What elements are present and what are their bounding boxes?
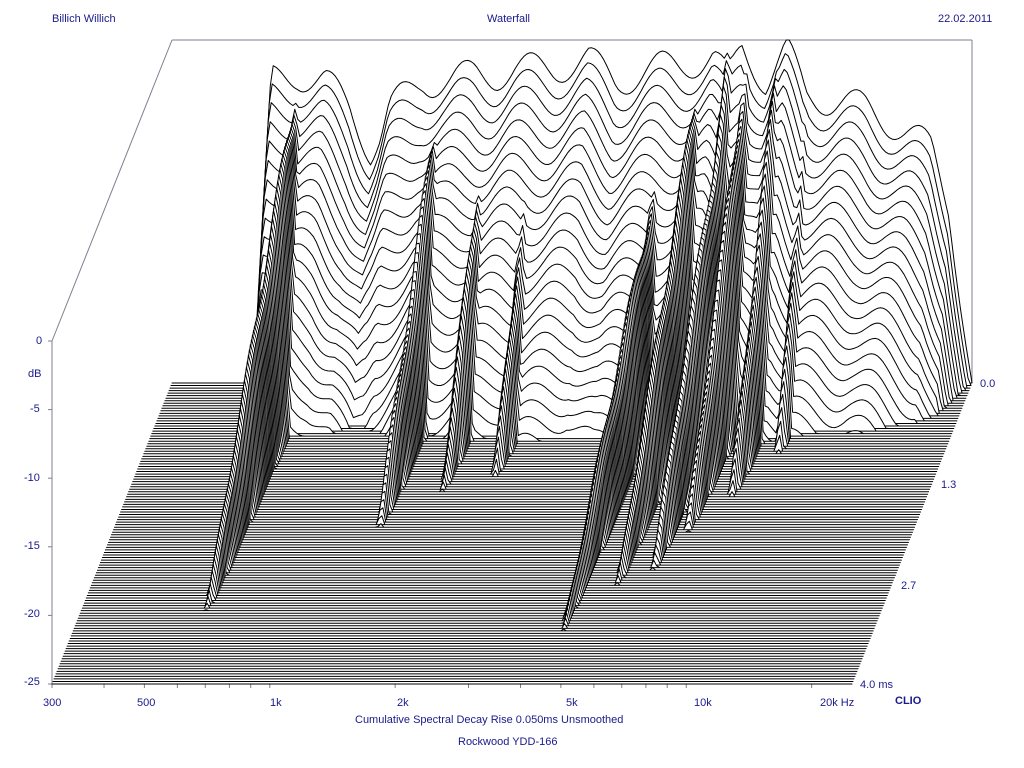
decay-slice — [78, 597, 880, 617]
decay-slice — [76, 607, 878, 622]
decay-slice — [116, 400, 917, 523]
header-date: 22.02.2011 — [938, 13, 993, 25]
plot-frame — [48, 39, 973, 688]
decay-slice — [126, 339, 928, 498]
decay-slice — [103, 475, 905, 553]
decay-slice — [139, 273, 941, 465]
left-top-diagonal — [51, 39, 173, 342]
footer-line1: Cumulative Spectral Decay Rise 0.050ms U… — [355, 714, 624, 726]
decay-slice — [90, 544, 892, 586]
decay-slice — [119, 379, 921, 515]
decay-slice — [135, 299, 937, 475]
decay-slice — [115, 407, 916, 526]
decay-slice — [117, 393, 918, 521]
decay-slice — [128, 329, 930, 493]
decay-slice — [99, 497, 901, 564]
x-tick-5k: 5k — [566, 697, 578, 709]
decay-slice — [133, 308, 935, 480]
decay-slice — [113, 422, 914, 531]
decay-slice — [109, 448, 910, 541]
x-tick-500: 500 — [137, 697, 156, 709]
footer-line2: Rockwood YDD-166 — [458, 736, 558, 748]
decay-slice — [85, 566, 887, 599]
z-tick-0: 0.0 — [980, 378, 996, 390]
decay-slice — [88, 554, 890, 591]
decay-slice — [118, 386, 920, 518]
x-tick-2k: 2k — [397, 697, 409, 709]
decay-slice — [122, 360, 924, 508]
decay-slice — [130, 321, 932, 488]
decay-slice — [83, 575, 885, 604]
decay-slice — [72, 628, 874, 632]
decay-slice — [94, 522, 896, 576]
decay-slice — [136, 294, 938, 472]
decay-slice — [125, 344, 927, 500]
decay-slices — [51, 39, 973, 685]
decay-slice — [108, 453, 909, 543]
decay-slice — [80, 588, 882, 612]
decay-slice — [121, 366, 923, 510]
clio-brand: CLIO — [895, 695, 922, 707]
decay-slice — [75, 612, 877, 624]
z-tick-1: 1.3 — [941, 479, 957, 491]
decay-slice — [102, 481, 904, 556]
decay-slice — [137, 288, 939, 470]
decay-slice — [134, 304, 936, 478]
y-tick-5: -5 — [30, 403, 40, 415]
decay-slice — [123, 354, 925, 505]
y-tick-0: 0 — [36, 335, 43, 347]
decay-slice — [100, 493, 902, 561]
x-tick-300: 300 — [43, 697, 62, 709]
decay-slice — [92, 533, 894, 581]
decay-slice — [77, 602, 879, 619]
decay-slice — [129, 325, 931, 490]
decay-slice — [101, 487, 903, 558]
x-tick-20k: 20k Hz — [820, 697, 855, 709]
decay-slice — [95, 517, 897, 574]
decay-slice — [112, 429, 913, 533]
decay-slice — [86, 562, 888, 596]
decay-slice — [127, 334, 929, 495]
decay-slice — [110, 442, 911, 538]
decay-slice — [104, 469, 906, 551]
decay-slice — [120, 373, 922, 513]
decay-slice — [81, 583, 883, 609]
decay-slice — [98, 502, 900, 566]
decay-slice — [111, 435, 912, 536]
decay-slice — [93, 528, 895, 579]
decay-slice — [91, 539, 893, 584]
chart-title: Waterfall — [487, 13, 530, 25]
decay-slice — [74, 617, 876, 627]
y-tick-20: -20 — [24, 608, 40, 620]
decay-slice — [131, 317, 933, 485]
x-tick-10k: 10k — [694, 697, 712, 709]
y-tick-10: -10 — [24, 472, 40, 484]
decay-slice — [82, 579, 884, 607]
decay-slice — [96, 512, 898, 571]
y-axis-label: dB — [28, 368, 42, 380]
decay-slice — [89, 550, 891, 589]
decay-slice — [124, 349, 926, 503]
z-tick-2: 2.7 — [901, 580, 917, 592]
decay-slice — [73, 623, 875, 629]
decay-slice — [107, 458, 908, 546]
decay-slice — [79, 592, 881, 614]
header-author: Billich Willich — [52, 13, 116, 25]
decay-slice — [138, 280, 940, 467]
y-tick-25: -25 — [24, 676, 40, 688]
decay-slice — [97, 507, 899, 569]
decay-slice — [114, 415, 915, 528]
y-tick-15: -15 — [24, 540, 40, 552]
decay-slice — [106, 464, 907, 548]
x-tick-1k: 1k — [270, 697, 282, 709]
decay-slice — [84, 570, 886, 601]
z-tick-3: 4.0 ms — [860, 679, 894, 691]
decay-slice — [87, 558, 889, 594]
decay-slice — [132, 313, 934, 483]
